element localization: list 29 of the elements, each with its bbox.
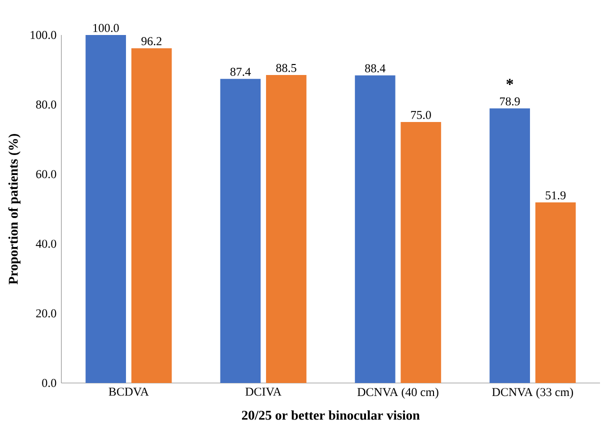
bar <box>131 48 172 383</box>
data-label: 100.0 <box>93 24 119 32</box>
bar <box>354 75 396 383</box>
y-tick-label: 100.0 <box>30 30 56 40</box>
bar <box>86 34 126 383</box>
data-label: 75.0 <box>411 110 431 120</box>
x-tick-label: BCDVA <box>108 388 149 396</box>
bar <box>220 78 261 383</box>
y-axis-title: Proportion of patients (%) <box>8 134 20 284</box>
y-tick-label: 40.0 <box>36 240 56 248</box>
x-tick-label: DCIVA <box>245 388 282 396</box>
y-tick-label: 80.0 <box>36 100 56 109</box>
x-tick-label: DCNVA (40 cm) <box>357 388 438 399</box>
bar <box>490 108 530 383</box>
y-tick-label: 20.0 <box>36 309 56 318</box>
data-label: 87.4 <box>230 68 251 76</box>
data-label: 51.9 <box>546 191 566 200</box>
bar <box>266 75 306 383</box>
x-axis-title: 20/25 or better binocular vision <box>242 410 420 420</box>
y-tick-label: 0.0 <box>42 378 56 388</box>
data-label: 88.5 <box>276 64 296 72</box>
x-tick-label: DCNVA (33 cm) <box>492 388 574 399</box>
y-tick-label: 60.0 <box>36 170 56 178</box>
data-label: 88.4 <box>365 64 386 72</box>
annotation: * <box>506 78 514 85</box>
bar <box>400 122 442 383</box>
bar <box>535 202 576 383</box>
data-label: 96.2 <box>141 37 162 46</box>
data-label: 78.9 <box>500 97 520 106</box>
